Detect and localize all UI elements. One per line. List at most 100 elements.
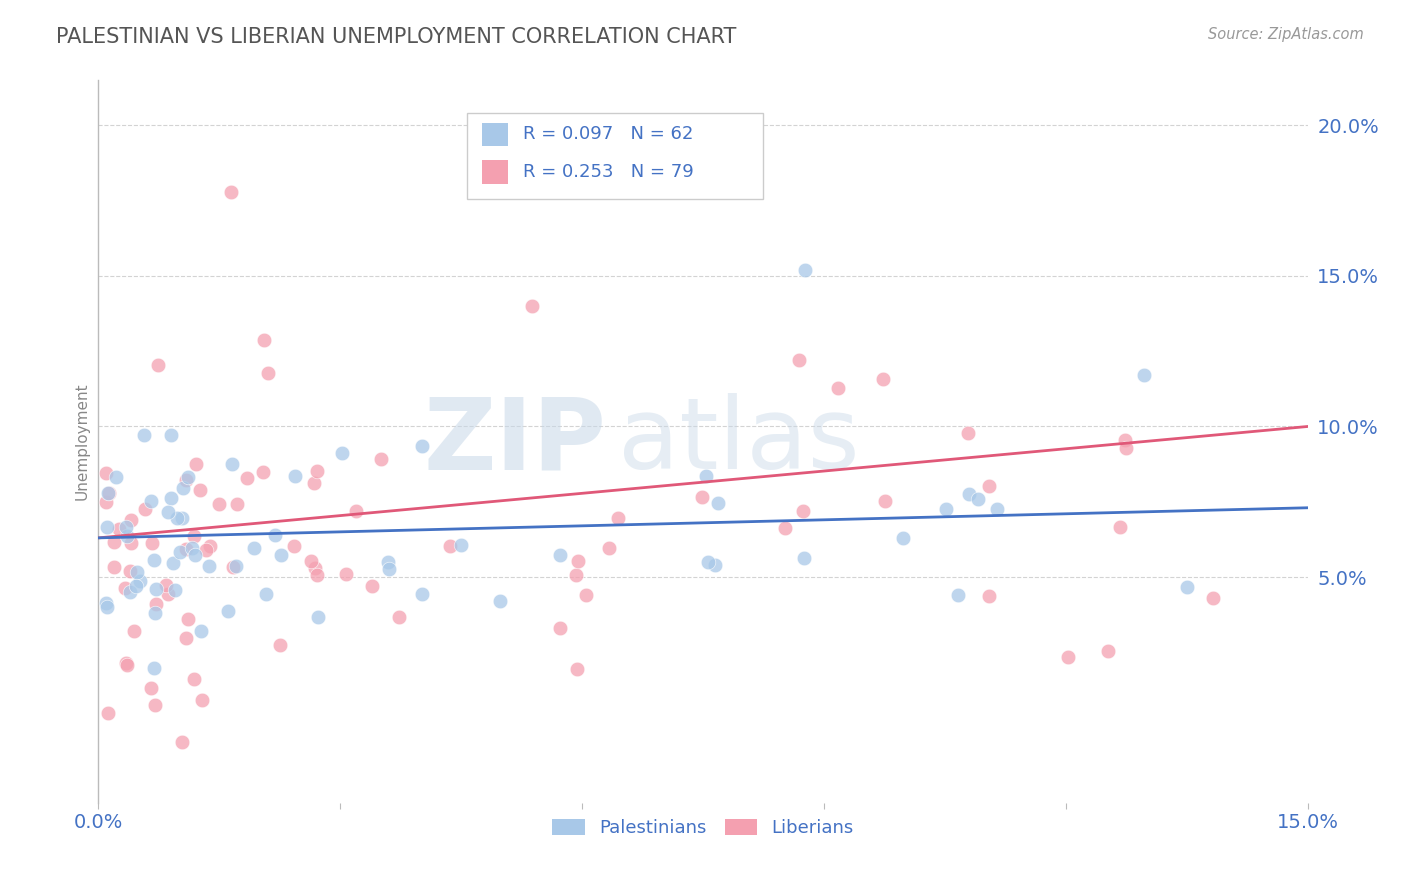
Point [1201,591,1223,606]
Point [378,562,401,576]
Point [160,491,183,505]
Point [607,511,630,525]
Point [598,541,620,555]
Point [120,585,142,599]
Point [172,510,194,524]
Point [1108,520,1130,534]
Point [145,597,167,611]
Point [190,624,212,638]
Point [219,185,242,199]
Point [162,557,184,571]
Point [548,621,571,635]
Point [121,536,143,550]
Point [97,706,120,720]
Point [977,589,1000,603]
Legend: Palestinians, Liberians: Palestinians, Liberians [546,812,860,845]
Point [388,610,411,624]
Point [302,475,325,490]
Point [697,555,720,569]
Point [145,582,167,596]
Point [827,381,849,395]
Point [254,587,277,601]
Point [307,568,329,582]
Point [181,541,204,555]
Point [155,577,177,591]
Point [122,624,145,639]
Point [169,545,191,559]
Point [217,604,239,618]
Point [283,539,305,553]
Point [707,496,730,510]
Point [98,485,121,500]
Point [157,586,180,600]
Point [236,471,259,485]
Point [103,560,125,574]
Point [305,464,328,478]
Text: R = 0.253   N = 79: R = 0.253 N = 79 [523,163,693,181]
Point [307,610,329,624]
Text: R = 0.097   N = 62: R = 0.097 N = 62 [523,126,693,144]
Point [208,497,231,511]
Text: Source: ZipAtlas.com: Source: ZipAtlas.com [1208,27,1364,42]
Point [183,672,205,686]
Text: PALESTINIAN VS LIBERIAN UNEMPLOYMENT CORRELATION CHART: PALESTINIAN VS LIBERIAN UNEMPLOYMENT COR… [56,27,737,46]
Point [330,446,353,460]
Point [96,466,118,480]
Point [177,612,200,626]
Point [304,561,326,575]
Point [257,366,280,380]
Point [222,560,245,574]
Point [695,468,717,483]
Point [252,465,274,479]
Point [548,549,571,563]
Point [793,551,815,566]
Point [957,425,980,440]
Point [1115,441,1137,455]
Point [411,587,433,601]
Point [172,481,194,495]
Point [872,372,894,386]
Point [96,600,118,615]
Point [269,638,291,652]
Point [195,542,218,557]
Point [565,662,588,676]
Point [957,487,980,501]
Bar [482,161,509,184]
Point [141,681,163,695]
Point [344,504,367,518]
Point [520,299,543,313]
Point [935,502,957,516]
Point [142,661,165,675]
Point [160,428,183,442]
Point [128,574,150,588]
Point [243,541,266,555]
Point [986,502,1008,516]
Point [134,502,156,516]
Point [225,497,247,511]
Point [284,469,307,483]
Point [157,505,180,519]
Bar [482,123,509,146]
Point [891,532,914,546]
Point [264,527,287,541]
Point [114,582,136,596]
Point [143,698,166,712]
Point [946,588,969,602]
Point [411,439,433,453]
Point [96,519,118,533]
Text: atlas: atlas [619,393,860,490]
Point [360,579,382,593]
Point [125,579,148,593]
Point [792,504,814,518]
Point [132,428,155,442]
Point [115,520,138,534]
Point [1097,644,1119,658]
Point [188,483,211,497]
Point [97,485,120,500]
Point [370,452,392,467]
Point [117,658,139,673]
Point [225,558,247,573]
Point [270,548,292,562]
Point [565,567,588,582]
Point [163,582,186,597]
